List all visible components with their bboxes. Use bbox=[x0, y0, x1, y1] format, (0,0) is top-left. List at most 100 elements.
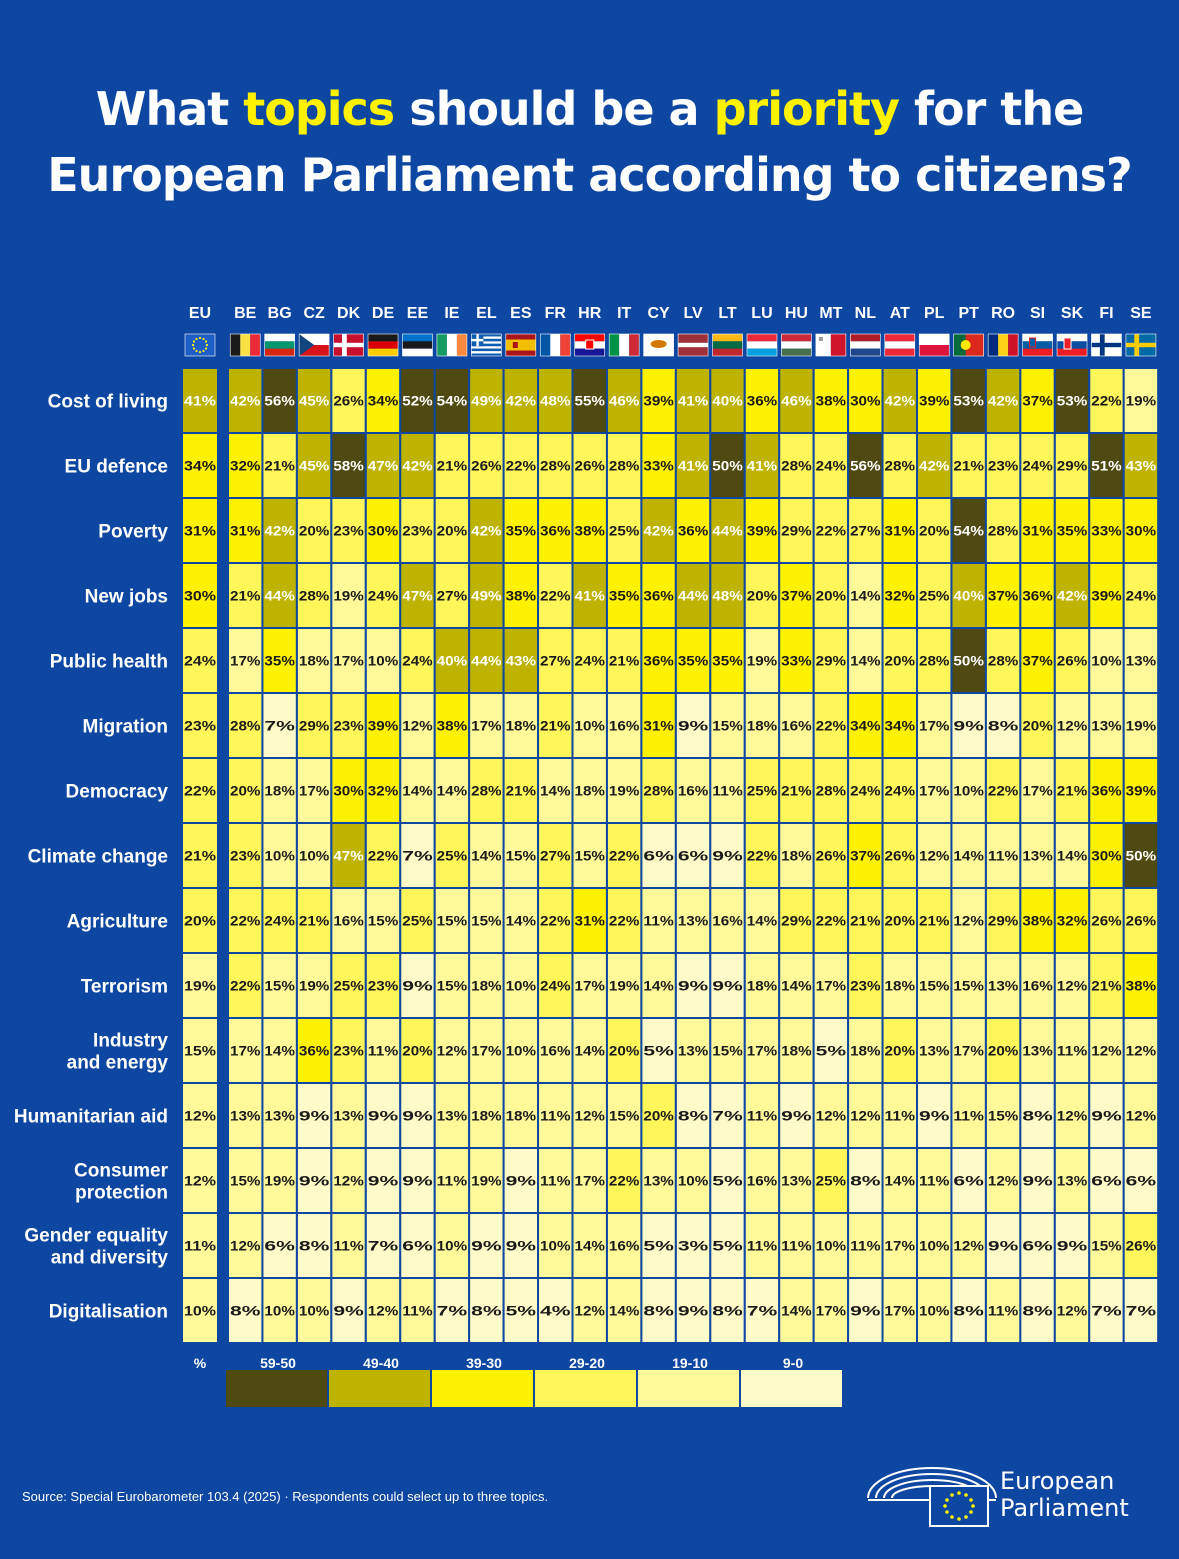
cell-value: 26% bbox=[1057, 653, 1088, 669]
cell-value: 21% bbox=[437, 458, 468, 474]
cell-value: 7% bbox=[1126, 1303, 1157, 1319]
heatmap-cell bbox=[571, 692, 608, 759]
flag-island bbox=[650, 340, 667, 348]
cell-value: 34% bbox=[184, 458, 217, 474]
cell-value: 28% bbox=[643, 783, 674, 799]
cell-value: 12% bbox=[953, 913, 984, 929]
cell-value: 8% bbox=[953, 1303, 984, 1319]
heatmap-cell bbox=[778, 692, 815, 759]
cell-value: 44% bbox=[712, 523, 743, 539]
heatmap-cell bbox=[743, 1277, 781, 1344]
cell-value: 21% bbox=[230, 588, 261, 604]
cell-value: 35% bbox=[506, 523, 537, 539]
heatmap-cell bbox=[812, 1212, 850, 1279]
cell-value: 44% bbox=[264, 588, 295, 604]
flag-border bbox=[229, 333, 261, 357]
heatmap-cell bbox=[605, 497, 643, 564]
heatmap-cell bbox=[468, 497, 505, 564]
cell-value: 36% bbox=[1022, 588, 1053, 604]
flag-stripe bbox=[471, 336, 502, 339]
heatmap-cell bbox=[778, 1082, 815, 1149]
cell-value: 31% bbox=[1022, 523, 1053, 539]
cell-value: 13% bbox=[919, 1043, 950, 1059]
cell-value: 42% bbox=[402, 458, 433, 474]
cell-value: 28% bbox=[988, 653, 1019, 669]
cell-value: 12% bbox=[1057, 1108, 1088, 1124]
cell-value: 33% bbox=[643, 458, 674, 474]
heatmap-cell bbox=[227, 432, 264, 499]
cell-value: 22% bbox=[230, 913, 261, 929]
cell-value: 29% bbox=[781, 523, 812, 539]
heatmap-cell bbox=[295, 692, 333, 759]
heatmap-cell bbox=[605, 562, 643, 629]
flag-star bbox=[195, 349, 198, 353]
flag-stripe bbox=[781, 341, 812, 349]
flag-stripe bbox=[402, 348, 433, 356]
heatmap-cell bbox=[640, 1212, 677, 1279]
heatmap-cell bbox=[227, 1082, 264, 1149]
column-header-lt: LT bbox=[718, 305, 737, 322]
flag-bg-icon bbox=[264, 333, 295, 357]
cell-value: 41% bbox=[678, 458, 709, 474]
heatmap-cell bbox=[295, 432, 333, 499]
flag-stripe bbox=[456, 334, 467, 356]
cell-value: 17% bbox=[816, 1303, 847, 1319]
heatmap-cell bbox=[433, 562, 471, 629]
flag-stripe bbox=[1022, 348, 1053, 356]
flag-border bbox=[608, 333, 640, 357]
cell-value: 45% bbox=[299, 393, 330, 409]
legend-label: 59-50 bbox=[260, 1355, 296, 1371]
heatmap-cell bbox=[1053, 1277, 1091, 1344]
cell-value: 22% bbox=[988, 783, 1019, 799]
heatmap-cell bbox=[1088, 1147, 1125, 1214]
cell-value: 11% bbox=[850, 1238, 881, 1254]
cell-value: 14% bbox=[643, 978, 674, 994]
flag-stripe bbox=[953, 334, 966, 356]
cell-value: 38% bbox=[575, 523, 606, 539]
cell-value: 14% bbox=[540, 783, 571, 799]
flag-cz-icon bbox=[298, 333, 330, 357]
row-label-line: Public health bbox=[50, 652, 168, 673]
cell-value: 41% bbox=[747, 458, 778, 474]
legend-swatch bbox=[329, 1370, 430, 1407]
cell-value: 16% bbox=[333, 913, 364, 929]
cell-value: 17% bbox=[230, 1043, 261, 1059]
column-header-fr: FR bbox=[545, 305, 567, 322]
heatmap-cell bbox=[261, 692, 298, 759]
heatmap-cell bbox=[812, 952, 850, 1019]
cell-value: 18% bbox=[506, 718, 537, 734]
cell-value: 31% bbox=[643, 718, 674, 734]
flag-si-icon bbox=[1022, 333, 1053, 357]
cell-value: 15% bbox=[712, 1043, 743, 1059]
heatmap-cell bbox=[709, 562, 746, 629]
cell-value: 7% bbox=[402, 848, 433, 864]
heatmap-cell bbox=[1122, 1277, 1160, 1344]
heatmap-cell bbox=[640, 757, 677, 824]
flag-stripe bbox=[1008, 334, 1019, 356]
cell-value: 25% bbox=[333, 978, 364, 994]
title-text: for the bbox=[899, 82, 1084, 136]
cell-value: 38% bbox=[816, 393, 847, 409]
heatmap-cell bbox=[1088, 432, 1125, 499]
heatmap-cell bbox=[881, 1082, 918, 1149]
heatmap-cell bbox=[778, 562, 815, 629]
heatmap-cell bbox=[227, 562, 264, 629]
cell-value: 20% bbox=[609, 1043, 640, 1059]
heatmap-cell bbox=[778, 822, 815, 889]
heatmap-cell bbox=[181, 1017, 219, 1084]
flag-stripe bbox=[919, 334, 950, 345]
cell-value: 44% bbox=[678, 588, 709, 604]
cell-value: 37% bbox=[1022, 393, 1053, 409]
flag-star bbox=[204, 340, 208, 343]
flag-fr-icon bbox=[539, 333, 571, 357]
heatmap-cell bbox=[502, 1212, 540, 1279]
cell-value: 30% bbox=[368, 523, 399, 539]
heatmap-cell bbox=[1019, 822, 1056, 889]
cell-value: 15% bbox=[368, 913, 399, 929]
cell-value: 21% bbox=[506, 783, 537, 799]
title-text: What bbox=[95, 82, 244, 136]
column-header-lu: LU bbox=[751, 305, 772, 322]
cell-value: 11% bbox=[402, 1303, 433, 1319]
cell-value: 22% bbox=[368, 848, 399, 864]
